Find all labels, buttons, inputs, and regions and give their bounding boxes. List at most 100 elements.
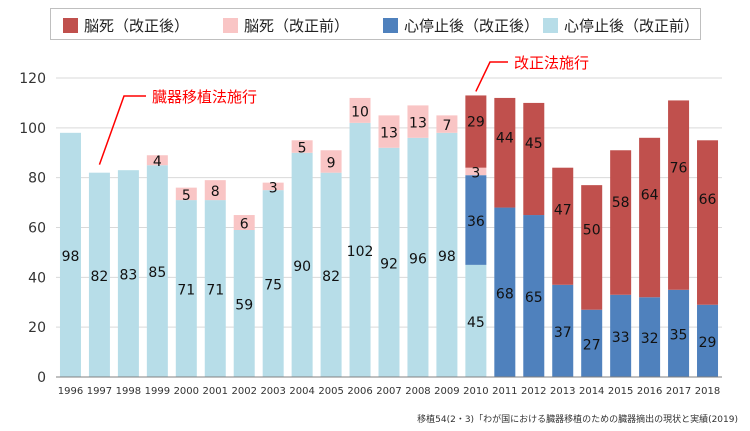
- data-label-2017-s2: 35: [670, 327, 688, 343]
- legend-item-cardiac-before: 心停止後（改正前）: [543, 15, 699, 35]
- x-tick-label: 2018: [695, 386, 720, 397]
- y-tick-label: 0: [37, 370, 46, 386]
- data-label-2005-s1: 9: [327, 155, 336, 171]
- bar-2005-s1: [320, 150, 342, 173]
- data-label-2012-s3: 45: [525, 136, 543, 152]
- bar-2015-s3: [610, 150, 632, 295]
- x-tick-label: 2015: [608, 386, 633, 397]
- data-label-2010-s2: 36: [467, 214, 485, 230]
- data-label-2001-s1: 8: [211, 184, 220, 200]
- bar-2018-s3: [697, 140, 719, 305]
- x-tick-label: 2006: [347, 386, 372, 397]
- bar-2010-s2: [465, 175, 487, 265]
- legend-item-braindeath-before: 脳死（改正前）: [223, 15, 349, 35]
- bar-2015-s2: [610, 294, 632, 377]
- annotation-label-0: 臓器移植法施行: [152, 88, 257, 106]
- x-tick-label: 2017: [666, 386, 691, 397]
- y-tick-label: 20: [28, 320, 46, 336]
- y-tick-label: 120: [19, 71, 46, 87]
- x-tick-label: 2011: [492, 386, 517, 397]
- data-label-2002-s0: 59: [235, 297, 253, 313]
- bar-2005-s0: [320, 172, 342, 377]
- data-label-2000-s0: 71: [177, 283, 195, 299]
- bar-2008-s1: [407, 105, 429, 138]
- bar-2014-s2: [581, 309, 603, 377]
- bars: [59, 95, 719, 377]
- annotations: 臓器移植法施行 改正法施行: [98, 54, 589, 165]
- legend-swatch-braindeath-after: [63, 17, 78, 33]
- bar-2008-s0: [407, 137, 429, 377]
- data-label-1999-s1: 4: [153, 154, 162, 170]
- legend-label-braindeath-after: 脳死（改正後）: [84, 16, 190, 35]
- data-label-2004-s0: 90: [293, 259, 311, 275]
- x-tick-label: 2014: [579, 386, 604, 397]
- bar-2001-s1: [204, 180, 226, 201]
- legend-swatch-cardiac-before: [543, 17, 558, 33]
- data-label-2016-s2: 32: [641, 331, 659, 347]
- bar-2010-s1: [465, 167, 487, 176]
- bar-2004-s0: [291, 152, 313, 377]
- bar-2006-s0: [349, 122, 371, 377]
- x-tick-label: 1999: [145, 386, 170, 397]
- bar-2000-s0: [175, 200, 197, 377]
- bar-2009-s1: [436, 115, 458, 133]
- data-label-2002-s1: 6: [240, 217, 249, 233]
- data-label-2010-s0: 45: [467, 315, 485, 331]
- bar-2011-s3: [494, 97, 516, 208]
- x-tick-label: 2008: [405, 386, 430, 397]
- data-label-2014-s2: 27: [583, 337, 601, 353]
- bar-2003-s0: [262, 190, 284, 377]
- data-label-2012-s2: 65: [525, 290, 543, 306]
- annotation-label-1: 改正法施行: [514, 54, 589, 72]
- x-tick-label: 2002: [231, 386, 256, 397]
- bar-1999-s0: [146, 165, 168, 377]
- bar-2004-s1: [291, 140, 313, 153]
- bar-2007-s1: [378, 115, 400, 148]
- bar-2001-s0: [204, 200, 226, 377]
- legend-swatch-cardiac-after: [383, 17, 398, 33]
- legend-label-braindeath-before: 脳死（改正前）: [244, 16, 350, 35]
- x-tick-label: 2001: [203, 386, 228, 397]
- bar-2011-s2: [494, 207, 516, 377]
- bar-2002-s0: [233, 229, 255, 377]
- x-tick-label: 2009: [434, 386, 459, 397]
- y-tick-label: 40: [28, 270, 46, 286]
- legend-swatch-braindeath-before: [223, 17, 238, 33]
- source-note: 移植54(2・3)「わが国における臓器移植のための臓器摘出の現状と実績(2019…: [417, 415, 738, 425]
- x-tick-label: 2000: [174, 386, 199, 397]
- data-label-2006-s0: 102: [347, 244, 374, 260]
- bar-2013-s2: [552, 284, 574, 377]
- x-tick-label: 2016: [637, 386, 662, 397]
- data-label-2005-s0: 82: [322, 269, 340, 285]
- bar-2016-s3: [639, 137, 661, 298]
- legend-label-cardiac-before: 心停止後（改正前）: [564, 16, 700, 35]
- x-tick-label: 2004: [289, 386, 314, 397]
- data-label-2011-s3: 44: [496, 130, 514, 146]
- data-label-2010-s1: 3: [471, 165, 480, 181]
- annotation-leader-0: [98, 95, 146, 165]
- data-label-2007-s0: 92: [380, 256, 398, 272]
- data-label-1998-s0: 83: [119, 268, 137, 284]
- chart-legend: 脳死（改正後） 脳死（改正前） 心停止後（改正後） 心停止後（改正前）: [50, 8, 701, 40]
- y-tick-label: 80: [28, 171, 46, 187]
- bar-2017-s3: [668, 100, 690, 290]
- x-tick-label: 2012: [521, 386, 546, 397]
- bar-1998-s0: [117, 170, 139, 377]
- bar-1996-s0: [59, 132, 81, 377]
- data-label-2008-s1: 13: [409, 116, 427, 132]
- bar-2012-s2: [523, 215, 545, 377]
- bar-2010-s0: [465, 264, 487, 377]
- y-tick-label: 100: [19, 121, 46, 137]
- legend-item-braindeath-after: 脳死（改正後）: [63, 15, 189, 35]
- data-label-2015-s3: 58: [612, 195, 630, 211]
- data-label-2009-s0: 98: [438, 249, 456, 265]
- data-label-2006-s1: 10: [351, 104, 369, 120]
- data-label-2016-s3: 64: [641, 188, 659, 204]
- data-label-2000-s1: 5: [182, 188, 191, 204]
- data-label-2003-s1: 3: [269, 180, 278, 196]
- bar-2000-s1: [175, 187, 197, 201]
- data-label-1997-s0: 82: [91, 269, 109, 285]
